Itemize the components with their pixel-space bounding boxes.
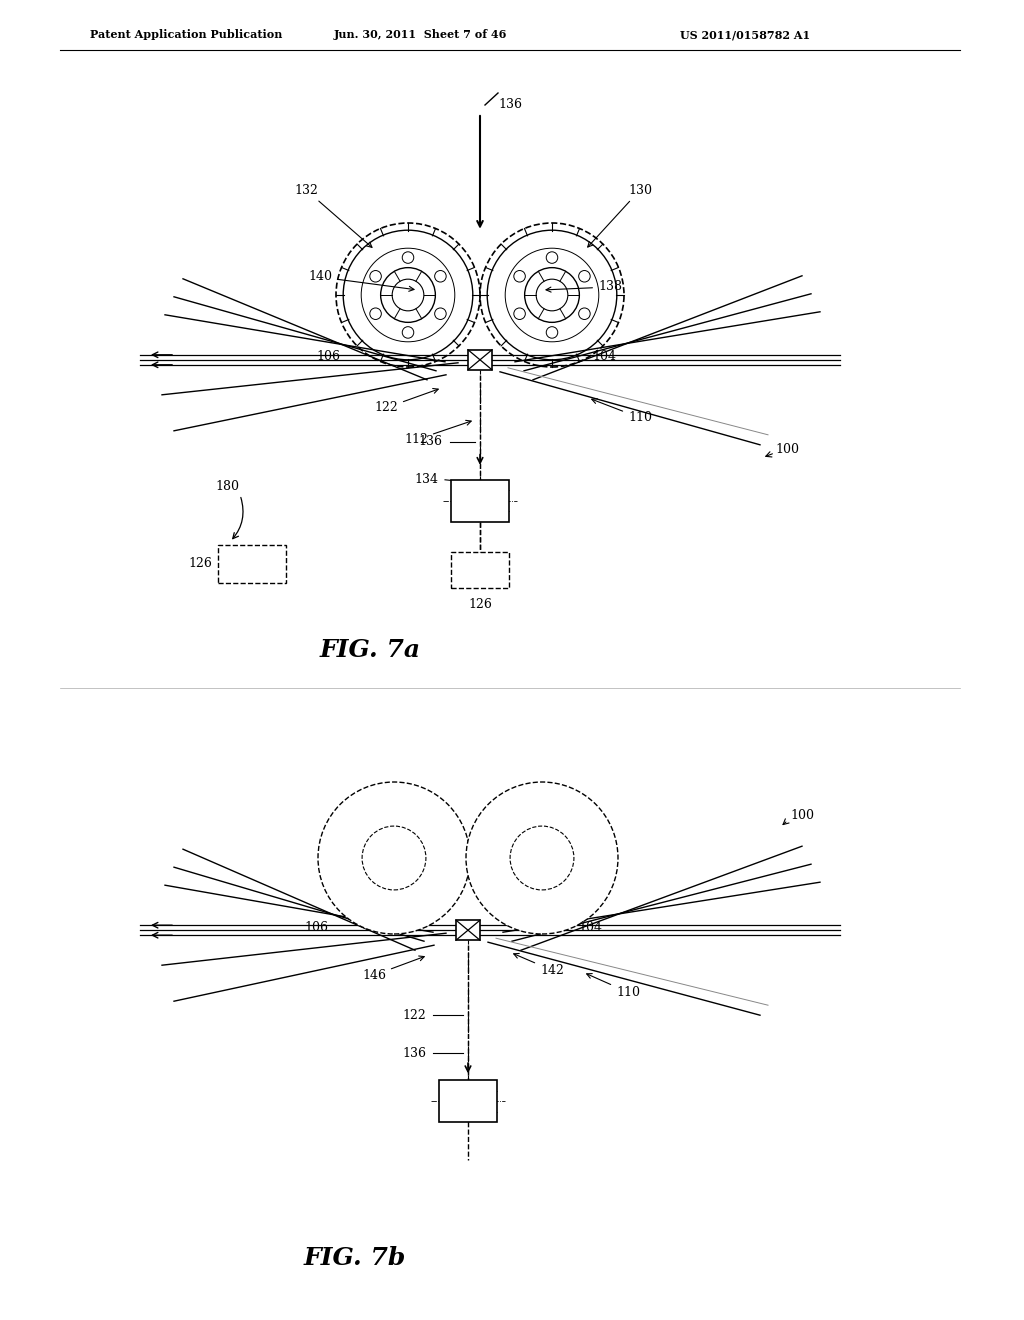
Text: 110: 110	[587, 974, 640, 999]
Text: Patent Application Publication: Patent Application Publication	[90, 29, 283, 41]
Text: 104: 104	[578, 921, 602, 933]
Text: 104: 104	[592, 350, 616, 363]
Text: 136: 136	[498, 99, 522, 111]
Text: FIG. 7b: FIG. 7b	[304, 1246, 407, 1270]
Text: 142: 142	[514, 953, 564, 977]
Bar	[451, 479, 509, 521]
Text: 130: 130	[588, 183, 652, 247]
Text: US 2011/0158782 A1: US 2011/0158782 A1	[680, 29, 810, 41]
Text: Jun. 30, 2011  Sheet 7 of 46: Jun. 30, 2011 Sheet 7 of 46	[334, 29, 507, 41]
Text: 146: 146	[362, 956, 424, 982]
Text: 126: 126	[188, 557, 212, 570]
Text: 110: 110	[592, 399, 652, 424]
Text: 122: 122	[374, 388, 438, 414]
Bar	[218, 545, 286, 583]
Text: 134: 134	[414, 474, 438, 486]
Text: 136: 136	[418, 436, 442, 449]
Circle shape	[510, 826, 573, 890]
Text: 132: 132	[294, 183, 372, 247]
Text: 140: 140	[308, 271, 414, 292]
Text: 126: 126	[468, 598, 492, 611]
Circle shape	[362, 826, 426, 890]
Text: 106: 106	[304, 921, 328, 933]
Text: 136: 136	[402, 1047, 426, 1060]
Text: 112: 112	[404, 420, 471, 446]
Text: FIG. 7a: FIG. 7a	[319, 638, 421, 663]
Circle shape	[318, 781, 470, 935]
Text: 106: 106	[316, 350, 340, 363]
Text: 122: 122	[402, 1008, 426, 1022]
Text: 138: 138	[546, 281, 622, 293]
Circle shape	[466, 781, 618, 935]
Text: 100: 100	[775, 444, 799, 457]
Bar	[451, 552, 509, 587]
Text: 180: 180	[215, 480, 239, 494]
Bar	[468, 350, 492, 370]
Text: 100: 100	[790, 809, 814, 821]
Bar	[439, 1080, 497, 1122]
Bar	[456, 920, 480, 940]
